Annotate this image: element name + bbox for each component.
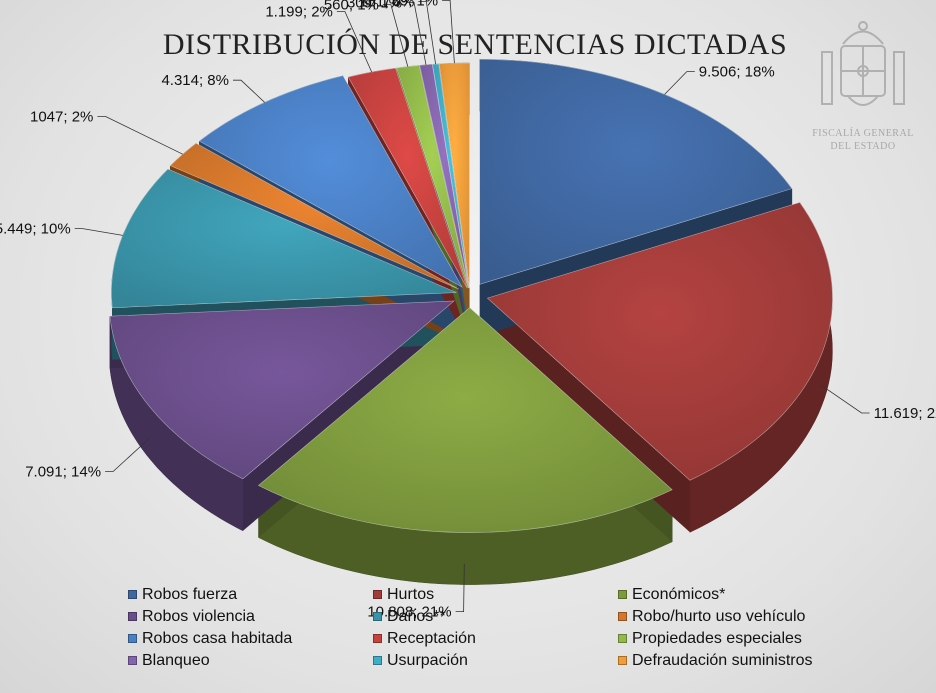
pie-slice [109,300,455,480]
legend-swatch [618,634,627,643]
leader-line [406,1,427,65]
leader-line [336,11,373,73]
legend-swatch [128,612,137,621]
data-label: 739; 1% [383,0,438,9]
leader-line [418,0,436,65]
legend-swatch [618,656,627,665]
legend-item: Daños** [373,606,618,627]
legend-label: Defraudación suministros [632,651,813,669]
legend-label: Usurpación [387,651,468,669]
data-label: 1.199; 2% [265,4,333,21]
legend-item: Propiedades especiales [618,628,888,649]
data-label: 1047; 2% [30,108,93,125]
legend-item: Económicos* [618,584,888,605]
fiscalia-logo: FISCALÍA GENERAL DEL ESTADO [808,14,918,154]
legend-swatch [618,590,627,599]
legend-label: Económicos* [632,585,726,603]
logo-text-line2: DEL ESTADO [830,141,896,152]
pie-slice [486,202,833,481]
pie-tops [109,59,833,533]
pie-slice [257,307,673,533]
leader-line [664,71,695,95]
legend-item: Usurpación [373,650,618,671]
legend-item: Robos casa habitada [128,628,373,649]
pie-labels: 9.506; 18% 11.619; 22% 10.808; 21% 7.091; 1… [0,0,936,621]
legend-swatch [373,590,382,599]
legend-swatch [373,634,382,643]
data-label: 7.091; 14% [25,464,101,481]
legend-swatch [128,656,137,665]
data-label: 151; 0% [359,0,414,10]
leader-line [442,0,455,64]
leader-line [97,116,183,155]
logo-text-line1: FISCALÍA GENERAL [812,128,914,139]
legend-item: Robos fuerza [128,584,373,605]
leader-line [455,563,465,612]
data-label: 9.506; 18% [699,64,775,81]
legend-item: Hurtos [373,584,618,605]
data-label: 309; 1% [347,0,402,11]
pie-slice [111,168,457,309]
legend-item: Blanqueo [128,650,373,671]
legend-item: Defraudación suministros [618,650,888,671]
legend-swatch [128,590,137,599]
data-label: 4.314; 8% [161,72,229,89]
pie-slice [438,62,470,289]
legend-label: Propiedades especiales [632,629,802,647]
legend-item: Robos violencia [128,606,373,627]
legend-swatch [373,612,382,621]
legend-label: Receptación [387,629,476,647]
legend-label: Daños** [387,607,446,625]
coat-of-arms-icon [821,21,905,106]
legend-label: Blanqueo [142,651,210,669]
data-label: 5.449; 10% [0,221,71,238]
data-label: 560; 1% [324,0,379,14]
chart-legend: Robos fuerza Hurtos Económicos* Robos viole… [128,584,888,671]
legend-item: Receptación [373,628,618,649]
legend-swatch [618,612,627,621]
chart-title: DISTRIBUCIÓN DE SENTENCIAS DICTADAS [162,28,788,61]
legend-label: Hurtos [387,585,435,603]
legend-label: Robos fuerza [142,585,238,603]
legend-item: Robo/hurto uso vehículo [618,606,888,627]
data-label: 10.808; 21% [367,604,451,621]
data-label: 11.619; 22% [874,405,936,422]
leader-line [74,228,123,236]
legend-label: Robo/hurto uso vehículo [632,607,806,625]
pie-slice [479,59,793,285]
legend-label: Robos casa habitada [142,629,293,647]
leader-line [233,79,265,103]
leader-line [105,437,150,472]
legend-swatch [373,656,382,665]
leader-line [821,385,870,414]
legend-label: Robos violencia [142,607,255,625]
legend-swatch [128,634,137,643]
leader-line [382,4,409,67]
